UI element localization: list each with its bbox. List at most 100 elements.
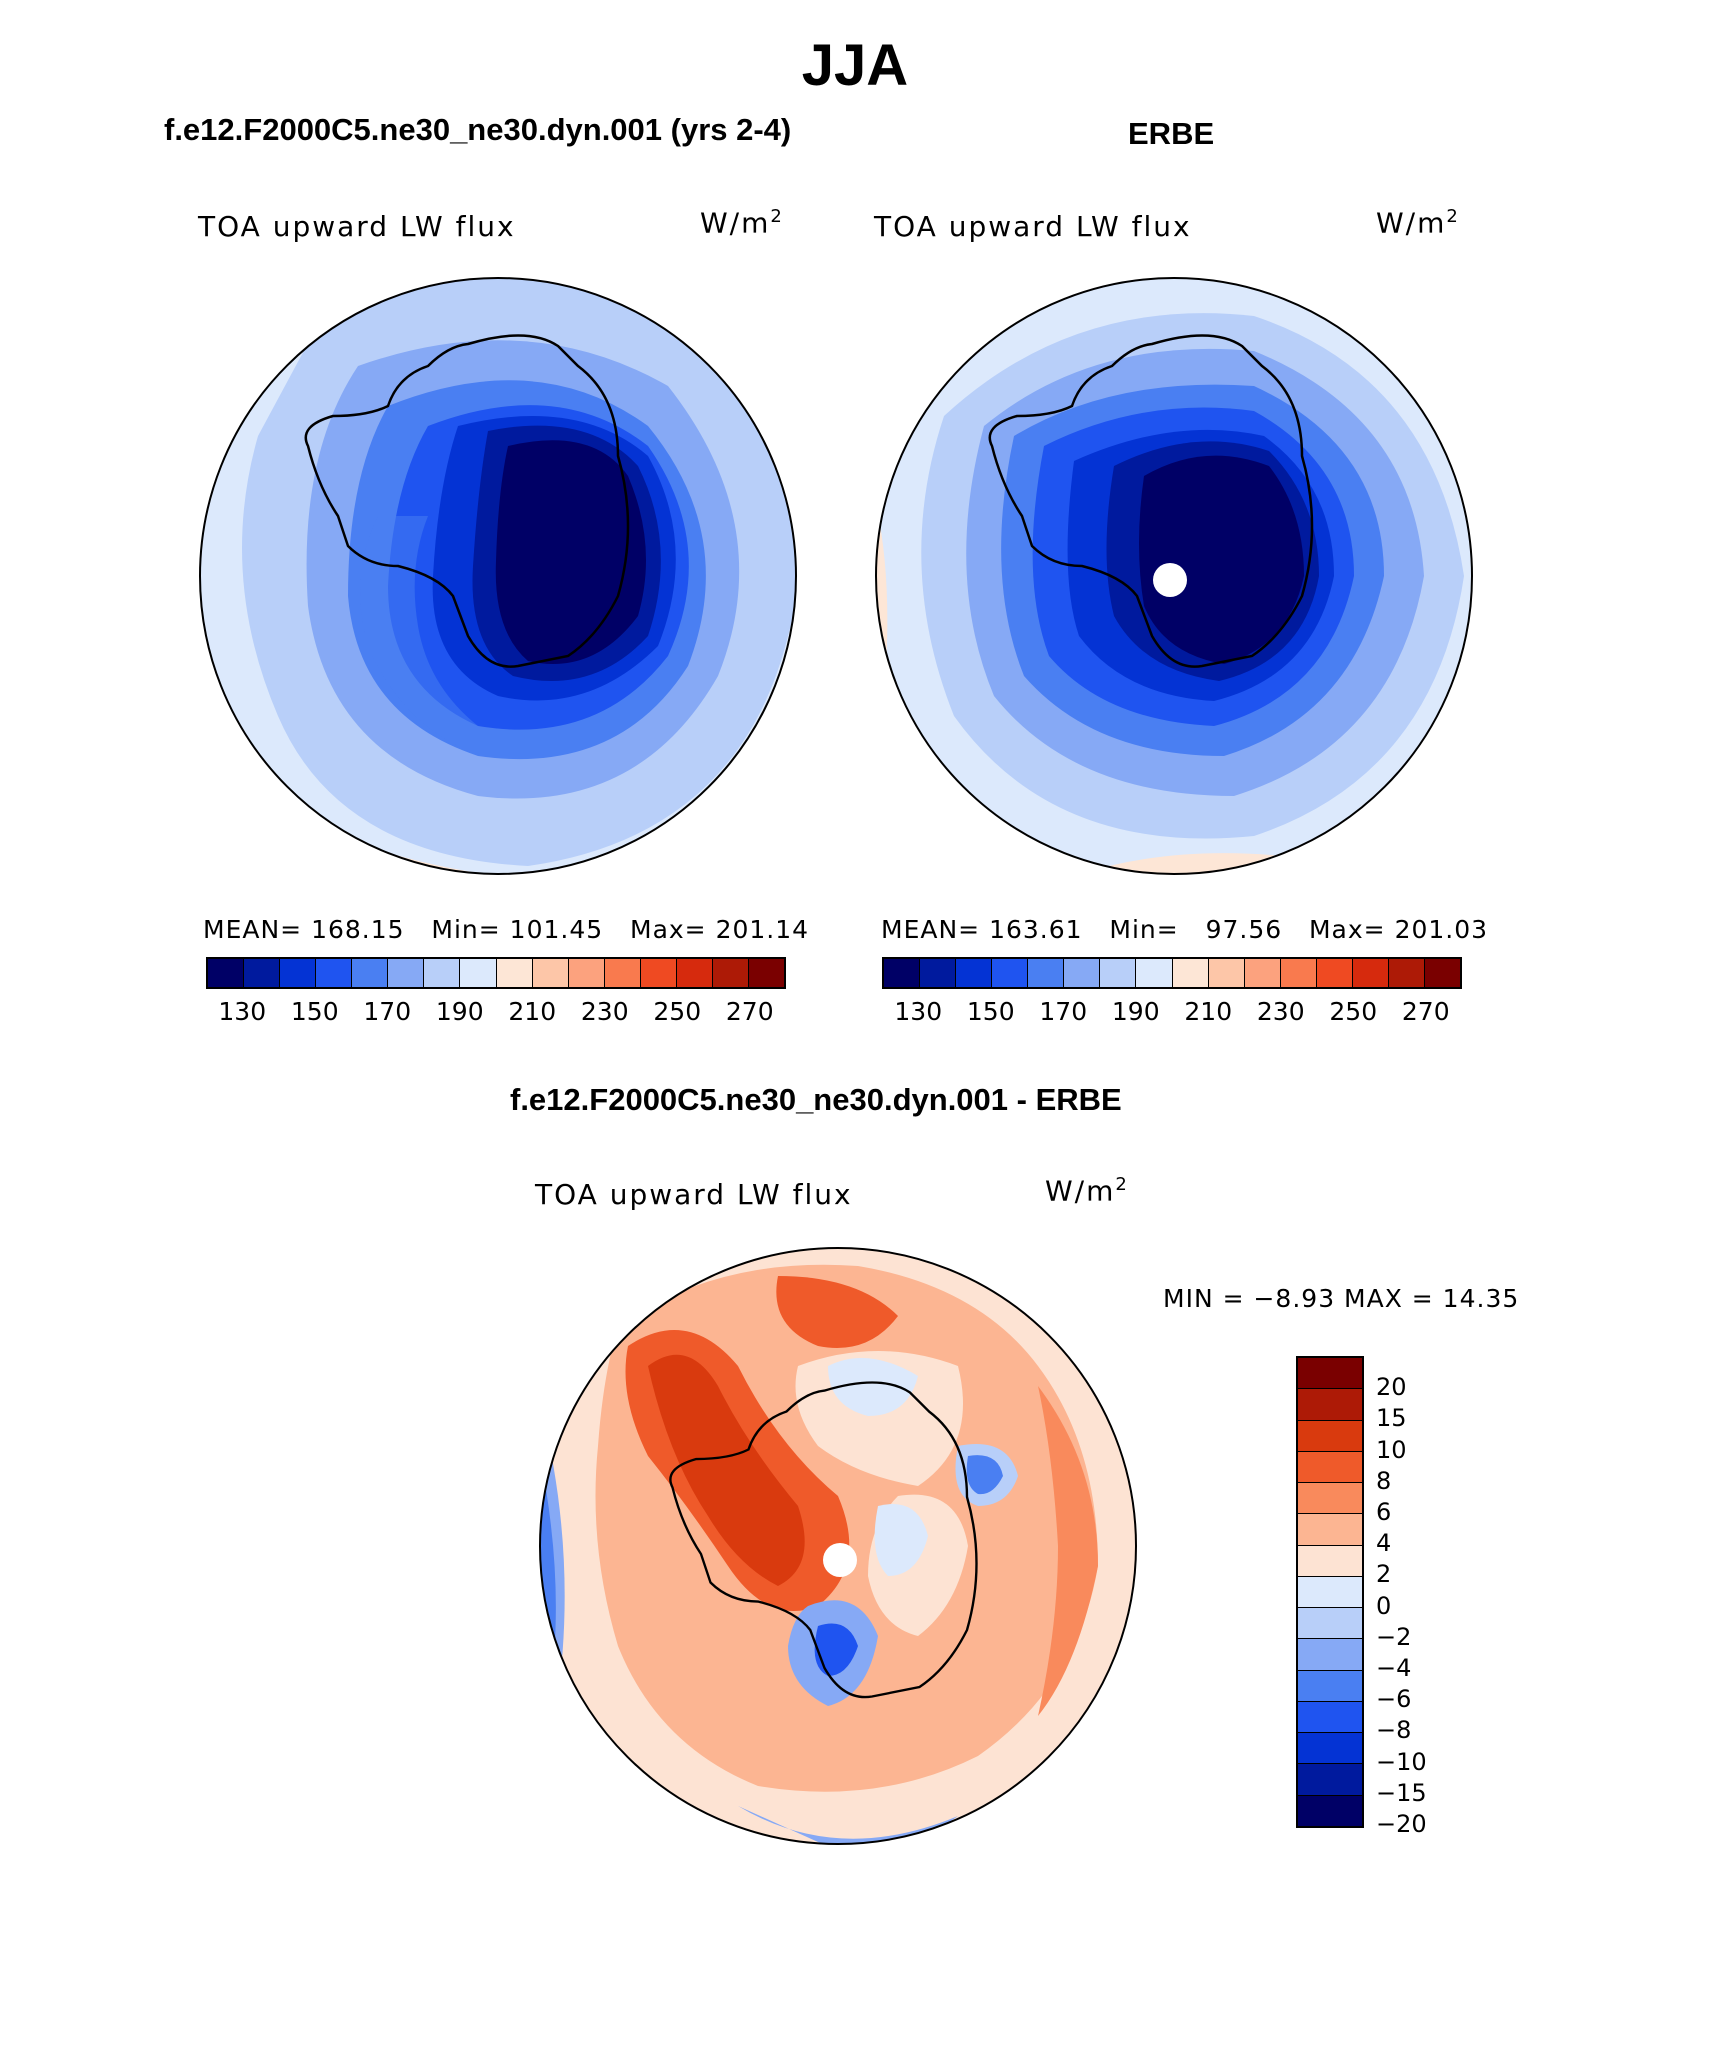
right-colorbar-ticks: 130 150 170 190 210 230 250 270 bbox=[882, 995, 1462, 1027]
colorbar-swatch bbox=[1244, 959, 1281, 987]
colorbar-tick-label: 210 bbox=[508, 997, 557, 1026]
colorbar-swatch bbox=[1298, 1733, 1362, 1765]
colorbar-swatch bbox=[1298, 1639, 1362, 1671]
colorbar-swatch bbox=[1280, 959, 1317, 987]
colorbar-swatch bbox=[208, 959, 245, 987]
colorbar-swatch bbox=[1298, 1670, 1362, 1702]
left-stats: MEAN= 168.15 Min= 101.45 Max= 201.14 bbox=[203, 915, 810, 944]
colorbar-tick-label: 170 bbox=[1039, 997, 1088, 1026]
diff-colorbar-boxes bbox=[1296, 1356, 1364, 1828]
colorbar-swatch bbox=[1100, 959, 1137, 987]
right-stats: MEAN= 163.61 Min= 97.56 Max= 201.03 bbox=[881, 915, 1489, 944]
colorbar-tick-label: 4 bbox=[1376, 1529, 1392, 1558]
colorbar-swatch bbox=[1298, 1514, 1362, 1546]
colorbar-swatch bbox=[920, 959, 957, 987]
colorbar-swatch bbox=[1028, 959, 1065, 987]
colorbar-swatch bbox=[1298, 1451, 1362, 1484]
colorbar-tick-label: 190 bbox=[1111, 997, 1160, 1026]
colorbar-tick-label: 15 bbox=[1376, 1404, 1407, 1433]
left-variable-label: TOA upward LW flux bbox=[198, 210, 516, 243]
diff-panel-title: f.e12.F2000C5.ne30_ne30.dyn.001 - ERBE bbox=[510, 1082, 1122, 1117]
colorbar-tick-label: 130 bbox=[218, 997, 267, 1026]
colorbar-swatch bbox=[1136, 959, 1173, 987]
colorbar-swatch bbox=[1298, 1608, 1362, 1640]
colorbar-tick-label: 6 bbox=[1376, 1498, 1392, 1526]
colorbar-tick-label: 150 bbox=[290, 997, 339, 1026]
diff-polar-map bbox=[539, 1247, 1137, 1845]
colorbar-tick-label: −8 bbox=[1376, 1716, 1412, 1745]
colorbar-tick-label: 230 bbox=[580, 997, 629, 1026]
colorbar-swatch bbox=[316, 959, 353, 987]
colorbar-swatch bbox=[1208, 959, 1245, 987]
left-colorbar: 130 150 170 190 210 230 250 270 bbox=[206, 957, 786, 1026]
right-pole-mask bbox=[1153, 563, 1187, 597]
colorbar-tick-label: −4 bbox=[1376, 1654, 1412, 1682]
right-panel-title: ERBE bbox=[1128, 116, 1215, 151]
right-polar-map bbox=[875, 277, 1473, 875]
colorbar-swatch bbox=[280, 959, 317, 987]
colorbar-swatch bbox=[352, 959, 389, 987]
colorbar-tick-label: 270 bbox=[725, 997, 774, 1026]
colorbar-swatch bbox=[1298, 1795, 1362, 1826]
colorbar-swatch bbox=[884, 959, 921, 987]
colorbar-tick-label: 130 bbox=[894, 997, 943, 1026]
colorbar-swatch bbox=[992, 959, 1029, 987]
diff-units-label: W/m2 bbox=[1045, 1174, 1129, 1208]
colorbar-swatch bbox=[1424, 959, 1460, 987]
colorbar-tick-label: 250 bbox=[1329, 997, 1378, 1026]
colorbar-swatch bbox=[1064, 959, 1101, 987]
right-units-label: W/m2 bbox=[1376, 206, 1460, 240]
colorbar-tick-label: 250 bbox=[653, 997, 702, 1026]
diff-variable-label: TOA upward LW flux bbox=[535, 1178, 853, 1211]
colorbar-swatch bbox=[712, 959, 749, 987]
colorbar-swatch bbox=[604, 959, 641, 987]
colorbar-swatch bbox=[568, 959, 605, 987]
colorbar-tick-label: 230 bbox=[1256, 997, 1305, 1026]
colorbar-swatch bbox=[1298, 1420, 1362, 1452]
colorbar-swatch bbox=[1298, 1545, 1362, 1577]
colorbar-swatch bbox=[1316, 959, 1353, 987]
left-antarctica-coastline bbox=[304, 334, 630, 668]
left-units-label: W/m2 bbox=[700, 206, 784, 240]
diff-antarctica-coastline bbox=[669, 1381, 978, 1699]
colorbar-swatch bbox=[496, 959, 533, 987]
colorbar-swatch bbox=[1298, 1576, 1362, 1609]
colorbar-tick-label: 150 bbox=[966, 997, 1015, 1026]
colorbar-tick-label: 170 bbox=[363, 997, 412, 1026]
colorbar-tick-label: 8 bbox=[1376, 1466, 1392, 1495]
colorbar-swatch bbox=[1298, 1701, 1362, 1734]
right-colorbar: 130 150 170 190 210 230 250 270 bbox=[882, 957, 1462, 1026]
colorbar-tick-label: 190 bbox=[435, 997, 484, 1026]
colorbar-swatch bbox=[1298, 1389, 1362, 1421]
colorbar-swatch bbox=[244, 959, 281, 987]
colorbar-tick-label: 210 bbox=[1184, 997, 1233, 1026]
diff-colorbar: 20 15 10 8 6 4 2 0 −2 −4 −6 −8 −10 −15 −20 bbox=[1296, 1356, 1427, 1838]
right-variable-label: TOA upward LW flux bbox=[874, 210, 1192, 243]
left-panel-title: f.e12.F2000C5.ne30_ne30.dyn.001 (yrs 2-4… bbox=[164, 112, 792, 147]
colorbar-swatch bbox=[424, 959, 461, 987]
colorbar-tick-label: −10 bbox=[1376, 1747, 1427, 1776]
colorbar-swatch bbox=[956, 959, 993, 987]
colorbar-swatch bbox=[1298, 1764, 1362, 1796]
diff-pole-mask bbox=[823, 1543, 857, 1577]
colorbar-swatch bbox=[676, 959, 713, 987]
colorbar-tick-label: 2 bbox=[1376, 1560, 1392, 1589]
left-polar-map bbox=[199, 277, 797, 875]
colorbar-swatch bbox=[1298, 1483, 1362, 1515]
colorbar-tick-label: 20 bbox=[1376, 1373, 1407, 1402]
right-colorbar-boxes bbox=[882, 957, 1462, 989]
right-antarctica-coastline bbox=[988, 334, 1314, 668]
diff-minmax: MIN = −8.93 MAX = 14.35 bbox=[1163, 1284, 1520, 1313]
colorbar-swatch bbox=[1298, 1358, 1362, 1390]
colorbar-tick-label: −15 bbox=[1376, 1778, 1427, 1807]
colorbar-swatch bbox=[532, 959, 569, 987]
colorbar-tick-label: 10 bbox=[1376, 1435, 1407, 1464]
diff-colorbar-ticks: 20 15 10 8 6 4 2 0 −2 −4 −6 −8 −10 −15 −20 bbox=[1376, 1356, 1456, 1838]
colorbar-swatch bbox=[388, 959, 425, 987]
figure-title: JJA bbox=[801, 33, 909, 98]
colorbar-swatch bbox=[1172, 959, 1209, 987]
left-colorbar-boxes bbox=[206, 957, 786, 989]
colorbar-swatch bbox=[460, 959, 497, 987]
left-colorbar-ticks: 130 150 170 190 210 230 250 270 bbox=[206, 995, 786, 1027]
colorbar-swatch bbox=[1388, 959, 1425, 987]
